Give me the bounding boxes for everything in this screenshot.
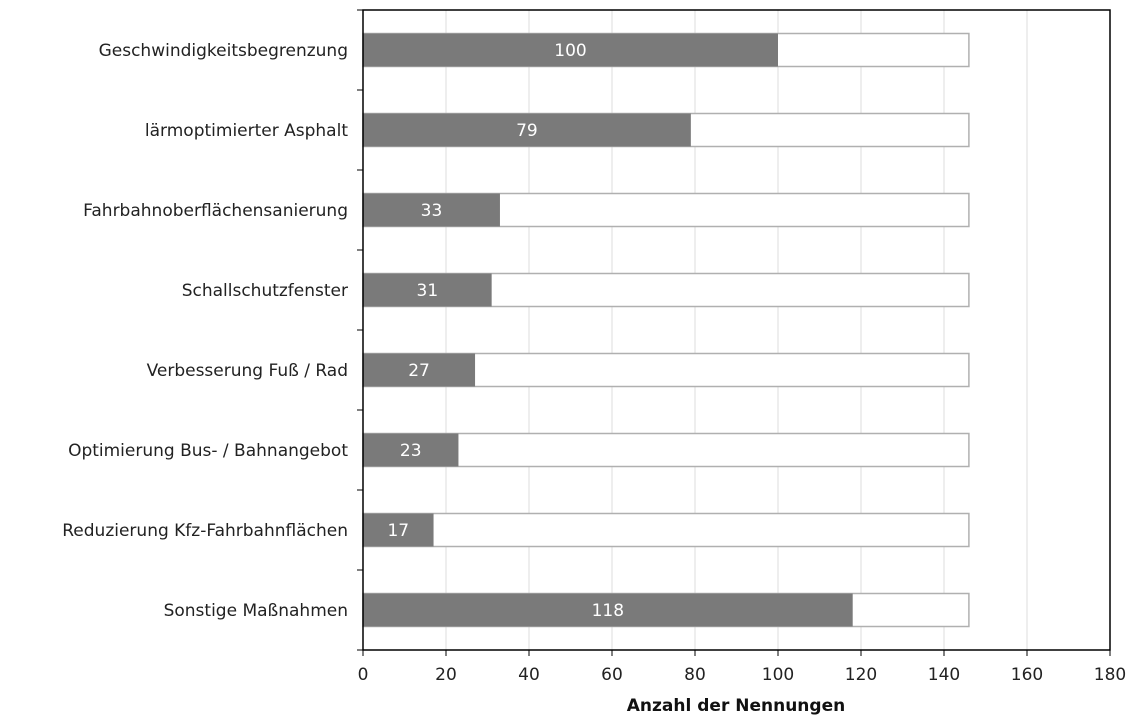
x-axis-title: Anzahl der Nennungen	[627, 696, 845, 715]
category-label-3: Schallschutzfenster	[182, 281, 348, 301]
plot-frame	[362, 9, 1111, 651]
data-label-2: 33	[421, 201, 443, 221]
bar-4	[363, 353, 476, 387]
data-label-4: 27	[408, 361, 430, 381]
x-tick-label-160: 160	[1011, 665, 1043, 685]
x-tick-label-100: 100	[762, 665, 794, 685]
data-label-7: 118	[592, 601, 624, 621]
bars	[363, 33, 853, 627]
bar-6	[363, 513, 434, 547]
category-label-5: Optimierung Bus- / Bahnangebot	[68, 441, 348, 461]
category-label-4: Verbesserung Fuß / Rad	[147, 361, 348, 381]
category-label-1: lärmoptimierter Asphalt	[145, 121, 348, 141]
bar-3	[363, 273, 492, 307]
data-label-0: 100	[554, 41, 586, 61]
axes	[357, 9, 1111, 656]
x-tick-label-120: 120	[845, 665, 877, 685]
data-label-5: 23	[400, 441, 422, 461]
x-tick-label-180: 180	[1094, 665, 1126, 685]
x-tick-label-60: 60	[601, 665, 623, 685]
category-label-6: Reduzierung Kfz-Fahrbahnflächen	[62, 521, 348, 541]
x-tick-label-140: 140	[928, 665, 960, 685]
labels: 100 Geschwindigkeitsbegrenzung 79 lärmoptim…	[62, 41, 1126, 685]
bar-7	[363, 593, 853, 627]
bar-2	[363, 193, 500, 227]
category-label-7: Sonstige Maßnahmen	[164, 601, 348, 621]
x-tick-label-20: 20	[435, 665, 457, 685]
bar-5	[363, 433, 459, 467]
bar-1	[363, 113, 691, 147]
data-label-6: 17	[387, 521, 409, 541]
x-tick-label-0: 0	[358, 665, 369, 685]
x-tick-label-80: 80	[684, 665, 706, 685]
grid-lines	[445, 10, 1111, 650]
background-bar-6	[362, 512, 970, 548]
data-label-3: 31	[417, 281, 439, 301]
x-tick-label-40: 40	[518, 665, 540, 685]
bar-0	[363, 33, 778, 67]
category-label-2: Fahrbahnoberflächensanierung	[83, 201, 348, 221]
data-label-1: 79	[516, 121, 538, 141]
category-label-0: Geschwindigkeitsbegrenzung	[99, 41, 348, 61]
background-bar-5	[362, 432, 970, 468]
